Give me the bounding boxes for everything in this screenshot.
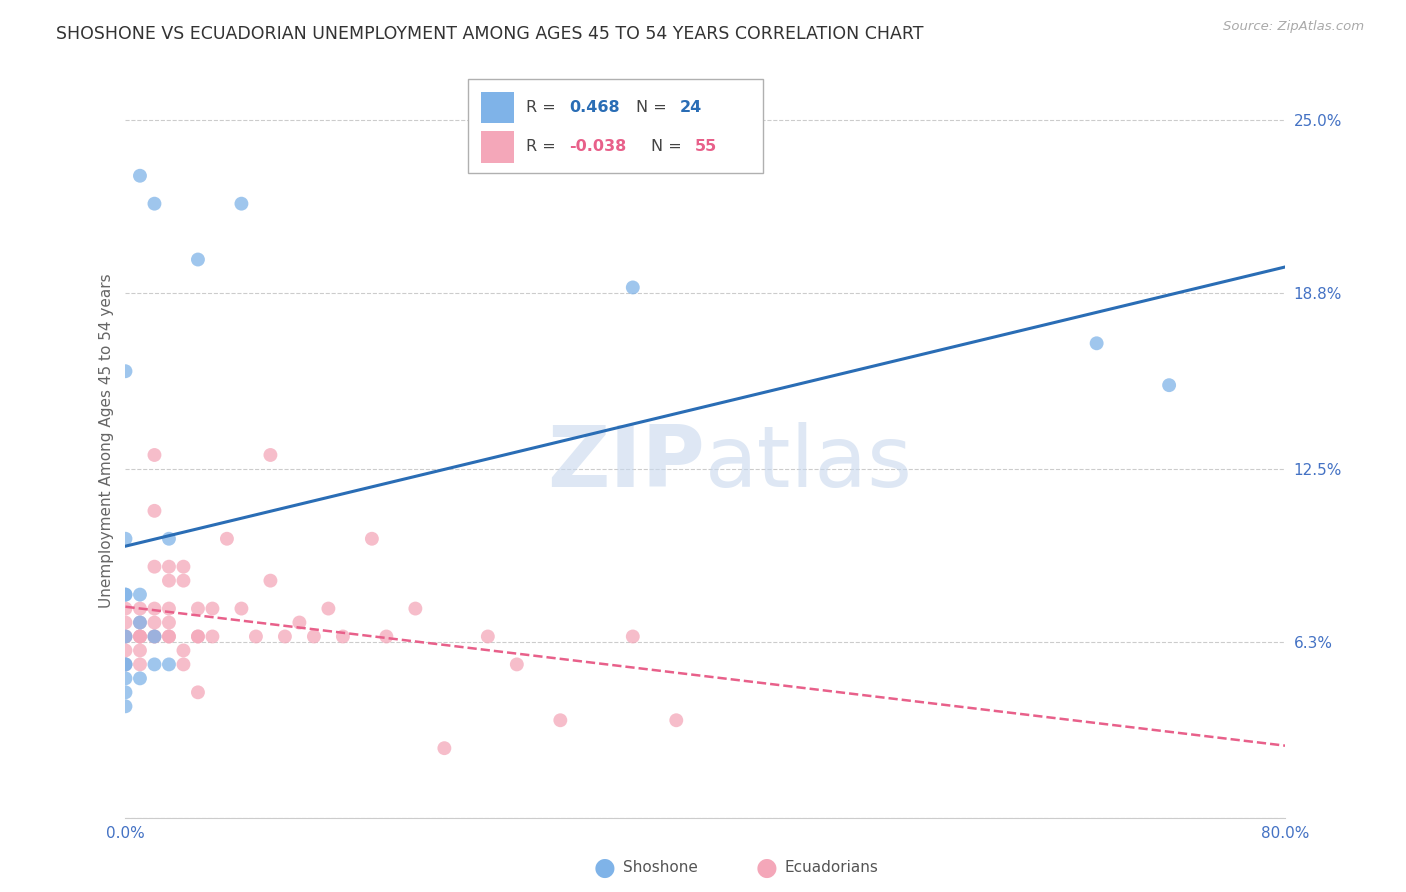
Point	[187, 685, 209, 699]
Point	[143, 657, 166, 672]
Point	[477, 630, 499, 644]
Text: N =: N =	[636, 100, 672, 115]
Point	[129, 657, 152, 672]
Point	[621, 630, 644, 644]
Point	[318, 601, 340, 615]
Point	[114, 657, 136, 672]
Point	[114, 630, 136, 644]
Text: ZIP: ZIP	[547, 422, 706, 505]
Point	[143, 630, 166, 644]
Point	[114, 630, 136, 644]
Point	[114, 615, 136, 630]
Point	[143, 630, 166, 644]
Point	[129, 630, 152, 644]
Point	[506, 657, 529, 672]
Point	[157, 615, 180, 630]
Point	[114, 672, 136, 686]
Point	[302, 630, 325, 644]
Point	[114, 630, 136, 644]
Point	[1085, 336, 1108, 351]
Point	[143, 504, 166, 518]
Point	[288, 615, 311, 630]
Point	[157, 532, 180, 546]
Point	[157, 630, 180, 644]
Bar	[468, 79, 763, 173]
Point	[129, 615, 152, 630]
Text: Ecuadorians: Ecuadorians	[785, 861, 879, 875]
Point	[157, 601, 180, 615]
Point	[114, 643, 136, 657]
Point	[129, 615, 152, 630]
Point	[172, 643, 194, 657]
Point	[215, 532, 238, 546]
Point	[114, 364, 136, 378]
Point	[259, 448, 281, 462]
Text: N =: N =	[651, 139, 686, 154]
Point	[245, 630, 267, 644]
Point	[361, 532, 384, 546]
Text: SHOSHONE VS ECUADORIAN UNEMPLOYMENT AMONG AGES 45 TO 54 YEARS CORRELATION CHART: SHOSHONE VS ECUADORIAN UNEMPLOYMENT AMON…	[56, 25, 924, 43]
Point	[157, 574, 180, 588]
Point	[172, 559, 194, 574]
Text: Source: ZipAtlas.com: Source: ZipAtlas.com	[1223, 20, 1364, 33]
Point	[187, 630, 209, 644]
Text: 0.468: 0.468	[569, 100, 620, 115]
Point	[157, 657, 180, 672]
Point	[665, 713, 688, 727]
Point	[157, 630, 180, 644]
Point	[129, 643, 152, 657]
Point	[143, 601, 166, 615]
Point	[1159, 378, 1181, 392]
Point	[129, 588, 152, 602]
Point	[114, 657, 136, 672]
Point	[172, 574, 194, 588]
Text: atlas: atlas	[706, 422, 914, 505]
Point	[114, 588, 136, 602]
Point	[143, 615, 166, 630]
Point	[259, 574, 281, 588]
Point	[114, 699, 136, 714]
Point	[187, 252, 209, 267]
Point	[114, 657, 136, 672]
Point	[129, 630, 152, 644]
Point	[129, 630, 152, 644]
Point	[114, 685, 136, 699]
Bar	[481, 92, 515, 123]
Point	[129, 169, 152, 183]
Point	[201, 630, 224, 644]
Point	[404, 601, 426, 615]
Text: R =: R =	[526, 139, 561, 154]
Text: ●: ●	[593, 856, 616, 880]
Point	[621, 280, 644, 294]
Point	[375, 630, 398, 644]
Point	[433, 741, 456, 756]
Point	[129, 672, 152, 686]
Text: Shoshone: Shoshone	[623, 861, 697, 875]
Point	[157, 559, 180, 574]
Point	[143, 196, 166, 211]
Point	[129, 601, 152, 615]
Point	[231, 196, 253, 211]
Point	[114, 532, 136, 546]
Y-axis label: Unemployment Among Ages 45 to 54 years: Unemployment Among Ages 45 to 54 years	[100, 274, 114, 608]
Point	[114, 588, 136, 602]
Text: 55: 55	[695, 139, 717, 154]
Point	[187, 630, 209, 644]
Point	[332, 630, 354, 644]
Point	[550, 713, 572, 727]
Text: -0.038: -0.038	[569, 139, 627, 154]
Point	[143, 448, 166, 462]
Text: ●: ●	[755, 856, 778, 880]
Point	[187, 601, 209, 615]
Point	[143, 559, 166, 574]
Bar	[481, 131, 515, 163]
Point	[172, 657, 194, 672]
Text: R =: R =	[526, 100, 561, 115]
Point	[114, 601, 136, 615]
Point	[231, 601, 253, 615]
Point	[143, 630, 166, 644]
Point	[201, 601, 224, 615]
Text: 24: 24	[679, 100, 702, 115]
Point	[274, 630, 297, 644]
